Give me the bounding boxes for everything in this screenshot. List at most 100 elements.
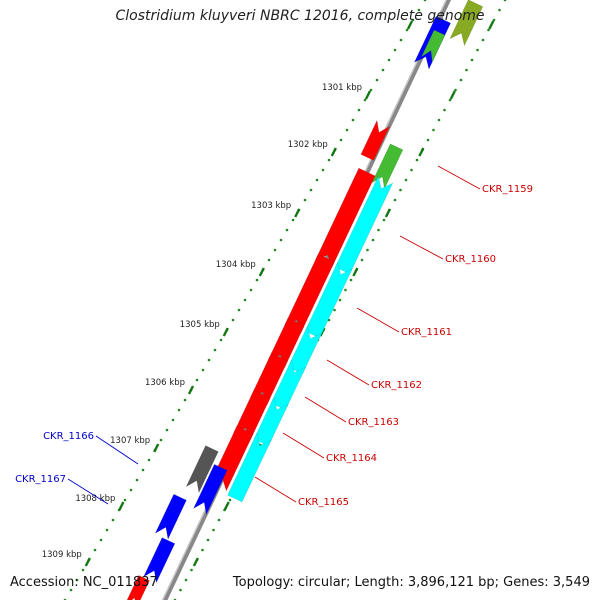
outer-dot-track-dot [375,78,379,82]
inner-dot-track-dot [454,88,457,92]
outer-dot-track-dot [123,498,127,502]
outer-dot-track-dot [273,248,277,252]
outer-dot-track-dot [129,488,133,492]
inner-dot-track-dot [459,78,463,82]
outer-dot-track-dot [147,458,151,462]
outer-dot-track-dot [165,428,169,432]
inner-dot-track-dot [344,288,347,292]
outer-dot-track-dot [291,218,295,222]
inner-dot-track-dot [487,28,490,32]
ruler-tick-label: 1304 kbp [216,260,256,270]
outer-dot-track-dot [411,18,415,22]
outer-dot-track-dot [393,48,397,52]
label-leader-line [254,476,297,503]
gene-label: CKR_1164 [326,453,377,464]
gene-label: CKR_1159 [482,184,533,195]
label-leaders [67,165,481,505]
ruler-tick-outer [330,147,337,157]
inner-dot-track-dot [228,498,232,502]
gene-label: CKR_1163 [348,417,399,428]
gene-features [126,0,484,600]
gene-arrow-ckr-1159-left [360,119,391,161]
outer-dot-track-dot [213,348,217,352]
outer-dot-track-dot [267,258,271,262]
gene-arrow-top-olive [449,0,484,47]
gene-arrow-blue-bottom [143,537,176,584]
gene-arrow-cyan-6 [227,432,272,503]
inner-dot-track-dot [426,138,430,142]
genome-summary-text: Topology: circular; Length: 3,896,121 bp… [232,575,590,590]
inner-dot-track-dot [190,568,193,572]
label-leader-line [399,235,444,260]
inner-dot-track-dot [415,158,419,162]
ruler-tick-label: 1302 kbp [288,140,328,150]
gene-label: CKR_1166 [43,431,94,442]
inner-dot-track-dot [437,118,441,122]
outer-dot-track-dot [399,38,403,42]
inner-dot-track-dot [503,0,507,2]
ruler-ticks: 1301 kbp 1302 kbp 1303 kbp 1304 kbp 1305 kbp… [42,20,495,567]
outer-dot-track-dot [279,238,283,242]
map-title: Clostridium kluyveri NBRC 12016, complet… [115,8,485,24]
inner-dot-track-dot [377,228,380,232]
outer-dot-track-dot [141,468,145,472]
outer-dot-track-dot [255,278,259,282]
outer-dot-track-dot [309,188,313,192]
ruler-tick-outer [84,557,91,567]
ruler-tick-label: 1307 kbp [110,436,150,446]
inner-dot-track-dot [399,188,402,192]
dot-tracks [63,0,507,600]
ruler-tick-outer [406,20,414,30]
outer-dot-track-dot [387,58,391,62]
inner-dot-track-dot [184,578,188,582]
ruler-tick-inner [192,557,199,567]
inner-dot-track-dot [382,218,386,222]
ruler-tick-label: 1305 kbp [180,320,220,330]
outer-dot-track-dot [195,378,199,382]
gene-arrow-blue-lower [154,493,187,541]
outer-dot-track-dot [219,338,223,342]
inner-dot-track-dot [481,38,485,42]
label-leader-line [326,359,370,386]
outer-dot-track-dot [75,578,79,582]
ruler-tick-inner [449,90,456,100]
inner-dot-track-dot [179,588,182,592]
ruler-tick-label: 1308 kbp [75,494,115,504]
outer-dot-track-dot [357,108,361,112]
outer-dot-track-dot [69,588,73,592]
gene-label: CKR_1160 [445,254,496,265]
gene-arrow-ckr-1159 [371,143,404,190]
outer-dot-track-dot [423,0,427,2]
outer-dot-track-dot [381,68,385,72]
outer-dot-track-dot [327,158,331,162]
label-leader-line [67,478,109,505]
ruler-tick-outer [118,501,125,511]
ruler-tick-label: 1309 kbp [42,550,82,560]
inner-dot-track-dot [333,308,336,312]
label-leader-line [437,165,481,190]
gene-arrow-ckr-1166 [185,445,219,494]
inner-dot-track-dot [432,128,435,132]
gene-label: CKR_1165 [298,497,349,508]
ruler-tick-outer [364,90,372,100]
ruler-tick-inner [384,208,391,218]
inner-dot-track-dot [338,298,342,302]
inner-dot-track-dot [410,168,413,172]
ruler-tick-outer [258,267,265,277]
inner-dot-track-dot [470,58,474,62]
outer-dot-track-dot [207,358,211,362]
inner-dot-track-dot [498,8,501,12]
inner-dot-track-dot [371,238,375,242]
gene-label: CKR_1161 [401,327,452,338]
outer-dot-track-dot [321,168,325,172]
label-leader-line [282,432,325,459]
outer-dot-track-dot [111,518,115,522]
outer-dot-track-dot [237,308,241,312]
outer-dot-track-dot [285,228,289,232]
outer-dot-track-dot [231,318,235,322]
outer-dot-track-dot [339,138,343,142]
ruler-tick-label: 1306 kbp [145,378,185,388]
gene-label: CKR_1167 [15,474,66,485]
